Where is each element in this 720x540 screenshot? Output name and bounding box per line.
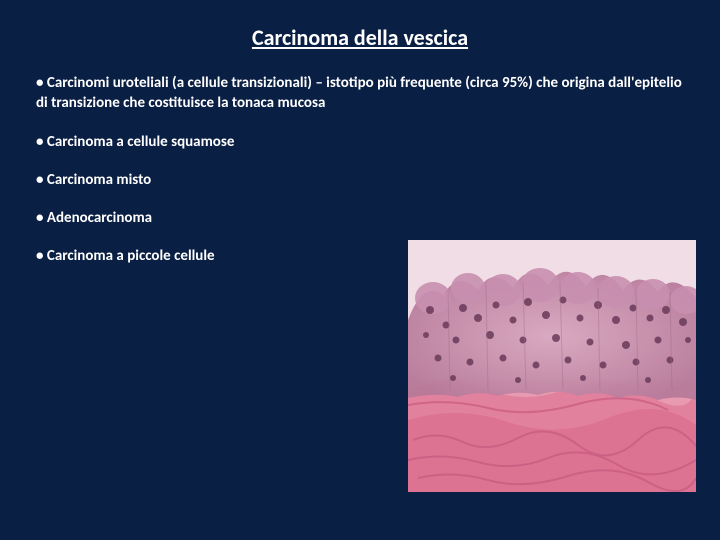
bullet-marker: • — [36, 171, 47, 189]
slide-content: • Carcinomi uroteliali (a cellule transi… — [0, 73, 720, 267]
histology-image — [408, 240, 696, 492]
bullet-marker: • — [36, 133, 47, 151]
bullet-text: Carcinoma a piccole cellule — [47, 247, 215, 265]
bullet-item: • Adenocarcinoma — [36, 208, 684, 228]
bullet-item: • Carcinomi uroteliali (a cellule transi… — [36, 73, 684, 114]
bullet-text: Carcinoma a cellule squamose — [47, 133, 235, 151]
bullet-item: • Carcinoma a cellule squamose — [36, 132, 684, 152]
bullet-text: Adenocarcinoma — [47, 209, 152, 227]
bullet-text: Carcinoma misto — [47, 171, 151, 189]
bullet-text: Carcinomi uroteliali (a cellule transizi… — [36, 74, 682, 112]
slide-title: Carcinoma della vescica — [0, 0, 720, 73]
bullet-marker: • — [36, 74, 47, 92]
bullet-item: • Carcinoma misto — [36, 170, 684, 190]
bullet-marker: • — [36, 247, 47, 265]
bullet-marker: • — [36, 209, 47, 227]
